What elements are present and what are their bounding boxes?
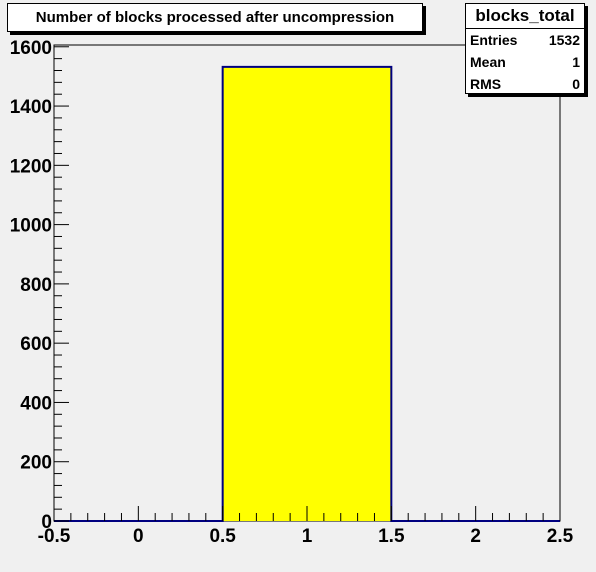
x-tick-label: 1.5: [378, 526, 405, 547]
x-tick-label: 2: [470, 526, 481, 547]
chart-title: Number of blocks processed after uncompr…: [7, 3, 423, 32]
stats-row-rms: RMS 0: [466, 73, 584, 95]
y-tick-label: 200: [20, 453, 52, 474]
y-tick-label: 800: [20, 275, 52, 296]
y-tick-label: 1200: [10, 156, 52, 177]
stats-mean-label: Mean: [470, 54, 506, 70]
stats-entries-label: Entries: [470, 32, 518, 48]
x-tick-label: -0.5: [38, 526, 71, 547]
x-tick-label: 0.5: [209, 526, 236, 547]
stats-histogram-name: blocks_total: [466, 4, 584, 29]
x-tick-label: 1: [302, 526, 313, 547]
y-tick-label: 600: [20, 334, 52, 355]
stats-rms-label: RMS: [470, 76, 502, 92]
stats-box: blocks_total Entries 1532 Mean 1 RMS 0: [465, 3, 585, 94]
axes-layer: [53, 46, 561, 522]
stats-mean-value: 1: [572, 54, 580, 70]
stats-row-mean: Mean 1: [466, 51, 584, 73]
bars-layer: [54, 65, 560, 522]
histogram-bar: [222, 66, 392, 522]
y-tick-label: 400: [20, 393, 52, 414]
x-tick-label: 2.5: [547, 526, 574, 547]
histogram-outline: [54, 65, 560, 522]
y-tick-label: 1000: [10, 216, 52, 237]
y-tick-label: 0: [41, 512, 52, 533]
stats-rms-value: 0: [572, 76, 580, 92]
stats-row-entries: Entries 1532: [466, 29, 584, 51]
stats-entries-value: 1532: [548, 32, 580, 48]
y-tick-label: 1400: [10, 97, 52, 118]
y-tick-label: 1600: [10, 38, 52, 59]
x-tick-label: 0: [133, 526, 144, 547]
